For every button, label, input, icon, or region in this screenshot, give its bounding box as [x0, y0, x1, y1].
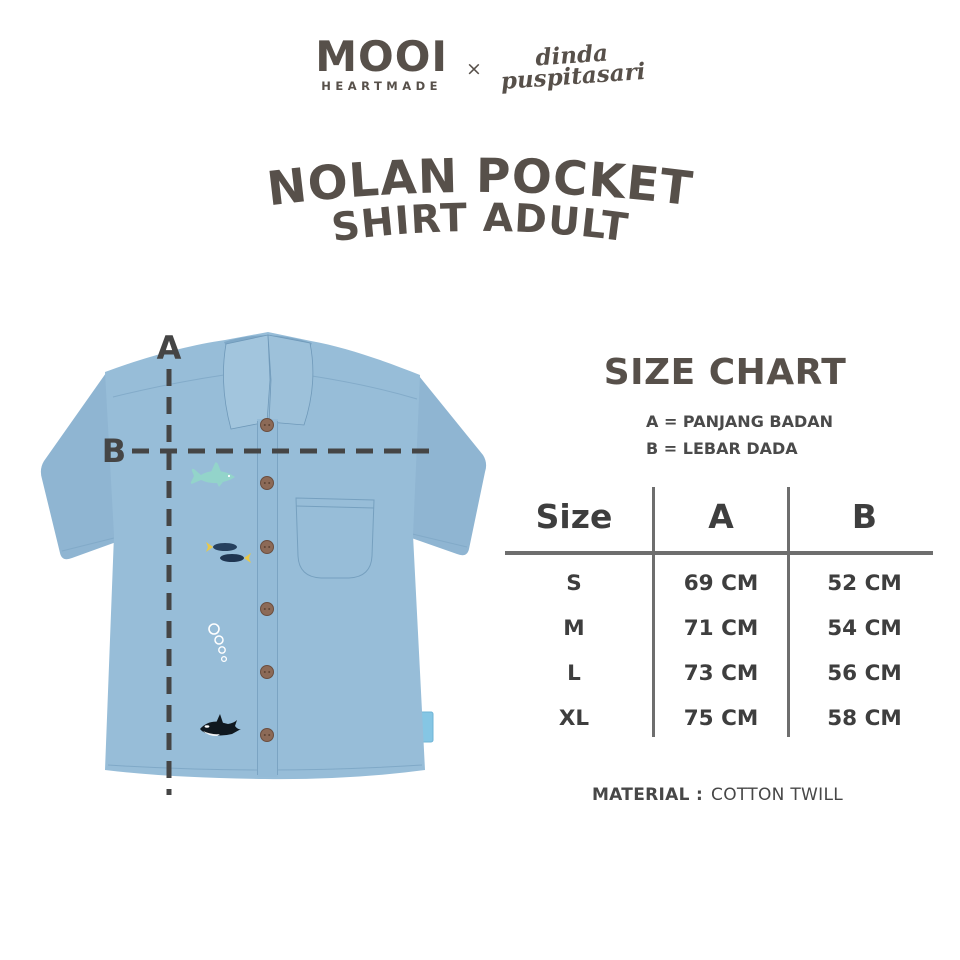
- button: [260, 540, 274, 554]
- pocket-hem: [295, 505, 375, 509]
- right-sleeve: [400, 376, 487, 556]
- placket-seams: [257, 421, 278, 775]
- shirt-diagram: A B: [40, 329, 487, 795]
- table-row-a: 69 CM: [683, 571, 759, 596]
- collar-left-flap: [223, 334, 271, 430]
- button: [260, 418, 274, 432]
- orca-embroidery-icon: [200, 714, 241, 736]
- material-value: COTTON TWILL: [711, 785, 844, 805]
- mooi-wordmark: MOOI: [315, 32, 449, 81]
- right-cuff-seam: [403, 531, 468, 548]
- table-row-size: M: [563, 616, 585, 641]
- table-column-divider: [787, 487, 790, 737]
- mooi-logo: MOOI HEARTMADE: [315, 32, 449, 94]
- table-row-size: XL: [558, 706, 590, 731]
- table-header-divider: [505, 551, 933, 555]
- table-row-a: 75 CM: [683, 706, 759, 731]
- size-chart-legend: A = PANJANG BADAN B = LEBAR DADA: [646, 408, 833, 462]
- table-header-b: B: [851, 496, 878, 536]
- table-row-b: 58 CM: [827, 706, 902, 731]
- table-header-a: A: [708, 496, 734, 536]
- size-chart-heading: SIZE CHART: [603, 352, 847, 393]
- button: [260, 476, 274, 490]
- designer-signature: dinda puspitasari: [499, 39, 646, 94]
- legend-b: B = LEBAR DADA: [646, 439, 798, 458]
- material-info: MATERIAL : COTTON TWILL: [495, 785, 940, 805]
- bubbles-embroidery-icon: [208, 623, 228, 663]
- measure-label-a: A: [157, 329, 182, 367]
- button: [260, 665, 274, 679]
- shark-embroidery-icon: [190, 462, 235, 487]
- brand-header: MOOI HEARTMADE × dinda puspitasari: [0, 32, 960, 95]
- legend-a: A = PANJANG BADAN: [646, 412, 834, 431]
- collab-x-separator: ×: [466, 57, 482, 80]
- heartmade-subtitle: HEARTMADE: [321, 79, 443, 93]
- collar-right-flap: [267, 334, 314, 426]
- material-label: MATERIAL :: [591, 785, 704, 805]
- buttons: [260, 418, 274, 742]
- product-title: NOLAN POCKET SHIRT ADULT: [264, 149, 695, 251]
- button: [260, 728, 274, 742]
- table-row-size: S: [566, 571, 582, 596]
- table-row-b: 54 CM: [827, 616, 902, 641]
- table-column-divider: [652, 487, 655, 737]
- table-header-size: Size: [535, 496, 613, 536]
- chest-pocket: [295, 497, 375, 579]
- table-row-b: 56 CM: [827, 661, 902, 686]
- fish-embroidery-icon: [206, 542, 251, 563]
- button-placket: [257, 419, 278, 777]
- table-row-a: 73 CM: [683, 661, 759, 686]
- table-row-b: 52 CM: [827, 571, 902, 596]
- table-row-size: L: [567, 661, 581, 686]
- measure-label-b: B: [102, 432, 126, 470]
- table-row-a: 71 CM: [683, 616, 759, 641]
- product-title-line2: SHIRT ADULT: [329, 196, 631, 251]
- button: [260, 602, 274, 616]
- size-table: Size A B S 69 CM 52 CM M 71 CM 54 CM L 7…: [495, 485, 940, 741]
